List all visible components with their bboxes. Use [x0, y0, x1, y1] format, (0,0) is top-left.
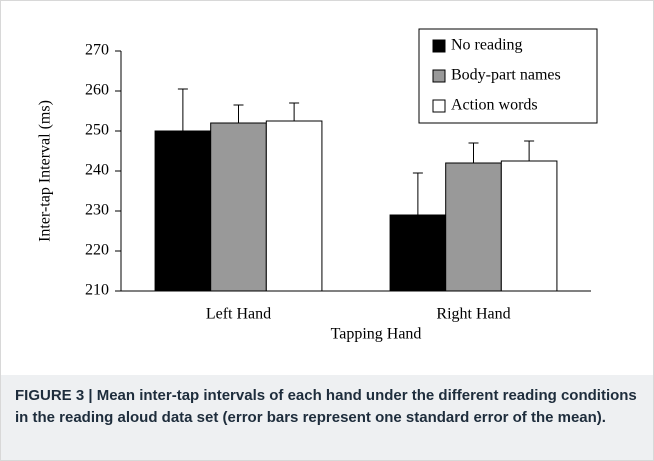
error-bar	[233, 104, 244, 123]
y-tick-label: 240	[85, 162, 109, 179]
legend-box	[418, 28, 598, 124]
error-bar	[468, 142, 479, 163]
bar	[154, 130, 212, 292]
x-tick-label: Right Hand	[436, 306, 510, 323]
y-tick-label: 210	[85, 282, 109, 299]
x-tick-label: Left Hand	[206, 306, 271, 323]
error-bar	[177, 88, 188, 131]
error-bar	[524, 140, 535, 161]
caption: FIGURE 3 | Mean inter-tap intervals of e…	[1, 375, 653, 460]
x-axis-label: Tapping Hand	[331, 326, 422, 343]
bar	[265, 120, 323, 292]
legend-label: Body-part names	[451, 67, 561, 84]
y-tick-label: 220	[85, 242, 109, 259]
bar	[210, 122, 267, 292]
legend-swatch	[432, 99, 446, 113]
chart: Inter-tap Interval (ms) Tapping Hand 210…	[37, 28, 598, 343]
error-bar	[289, 102, 300, 121]
legend-label: Action words	[451, 97, 538, 114]
legend-swatch	[432, 69, 446, 83]
y-tick-label: 260	[85, 82, 109, 99]
legend-swatch	[432, 39, 446, 53]
bar	[389, 214, 447, 292]
legend-label: No reading	[451, 37, 523, 54]
y-tick-label: 230	[85, 202, 109, 219]
error-bar	[412, 172, 423, 215]
y-tick-label: 270	[85, 42, 109, 59]
bar	[445, 162, 502, 292]
bar	[500, 160, 558, 292]
y-tick-label: 250	[85, 122, 109, 139]
y-axis-label: Inter-tap Interval (ms)	[37, 100, 54, 242]
